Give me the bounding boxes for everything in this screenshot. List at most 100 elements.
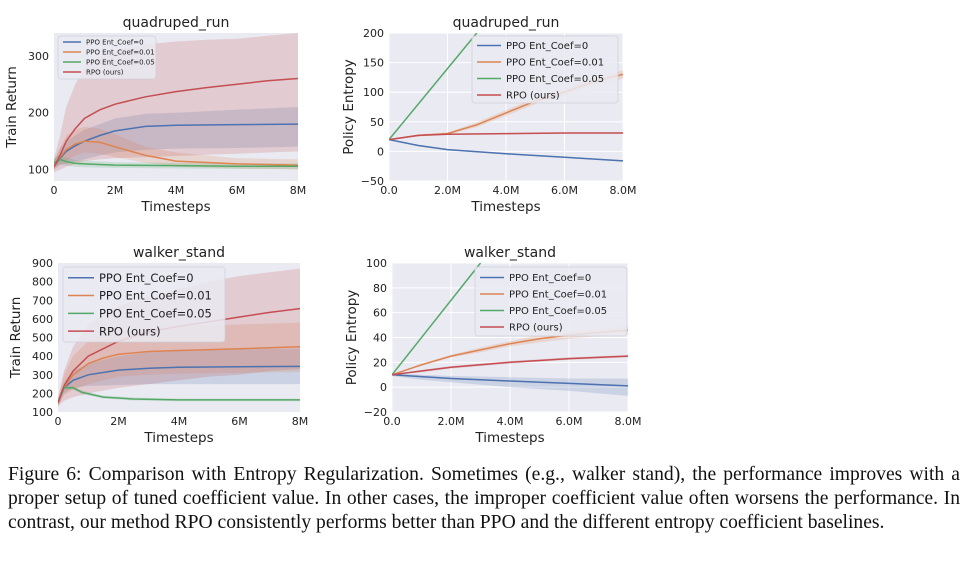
legend-label: PPO Ent_Coef=0.01	[86, 49, 155, 57]
chart-panel-2: 0.0 2.0M 4.0M 6.0M 8.0M −50 0 50 100 150 200 quadru…	[341, 15, 636, 215]
y-tick-label: 400	[32, 350, 53, 363]
series-line	[389, 33, 478, 141]
x-tick-label: 6.0M	[551, 184, 578, 197]
legend-label: PPO Ent_Coef=0.05	[99, 306, 212, 320]
x-tick-label: 0.0	[383, 415, 401, 428]
series-band	[54, 126, 298, 170]
y-tick-label: 200	[28, 107, 49, 120]
series-band	[58, 322, 300, 407]
x-tick-label: 4.0M	[493, 184, 520, 197]
series-line	[389, 138, 623, 162]
figure-caption: Figure 6: Comparison with Entropy Regula…	[8, 464, 960, 533]
chart-panel-1: 0 2M 4M 6M 8M 100 200 300 quadruped_run Timesteps…	[4, 15, 306, 215]
y-tick-label: −20	[364, 406, 387, 419]
y-axis-label: Train Return	[8, 297, 24, 379]
x-tick-label: 8M	[290, 184, 307, 197]
x-tick-label: 2.0M	[438, 415, 465, 428]
series-band	[58, 348, 300, 407]
legend: PPO Ent_Coef=0 PPO Ent_Coef=0.01 PPO Ent_C…	[474, 266, 628, 337]
x-tick-label: 2.0M	[434, 184, 461, 197]
x-tick-label: 8.0M	[615, 415, 642, 428]
y-axis-label: Policy Entropy	[341, 59, 357, 155]
x-tick-label: 8.0M	[610, 184, 637, 197]
y-tick-label: 800	[32, 276, 53, 289]
legend-box	[471, 35, 619, 104]
series-line	[54, 123, 298, 168]
y-tick-label: 700	[32, 294, 53, 307]
legend: PPO Ent_Coef=0 PPO Ent_Coef=0.01 PPO Ent_C…	[57, 35, 157, 80]
chart-title: quadruped_run	[453, 15, 560, 31]
series-band	[392, 326, 628, 375]
chart-panel-3: 0 2M 4M 6M 8M 100 200 300 400 500 600 700 800 900 walk…	[8, 245, 308, 446]
x-tick-label: 4.0M	[497, 415, 524, 428]
y-tick-label: 80	[373, 282, 387, 295]
legend: PPO Ent_Coef=0 PPO Ent_Coef=0.01 PPO Ent_C…	[471, 35, 619, 104]
legend-label: RPO (ours)	[509, 323, 563, 334]
y-tick-label: 300	[28, 50, 49, 63]
series-line	[392, 355, 628, 376]
x-tick-label: 0	[55, 415, 62, 428]
x-tick-label: 6.0M	[556, 415, 583, 428]
y-tick-label: 100	[363, 86, 384, 99]
legend-label: PPO Ent_Coef=0	[86, 39, 144, 47]
y-axis-label: Policy Entropy	[344, 290, 360, 386]
legend-label: PPO Ent_Coef=0	[506, 41, 588, 52]
y-tick-label: 200	[363, 27, 384, 40]
y-tick-label: 100	[366, 257, 387, 270]
x-axis-label: Timesteps	[474, 430, 544, 446]
x-axis-label: Timesteps	[140, 199, 210, 215]
x-tick-label: 2M	[110, 415, 127, 428]
series-line	[58, 387, 300, 403]
x-tick-label: 8M	[292, 415, 309, 428]
y-tick-label: 0	[377, 145, 384, 158]
series-line	[392, 374, 628, 387]
legend-label: PPO Ent_Coef=0	[99, 271, 194, 285]
chart-title: walker_stand	[133, 245, 225, 261]
y-tick-label: 0	[380, 381, 387, 394]
chart-panel-4: 0.0 2.0M 4.0M 6.0M 8.0M −20 0 20 40 60 80 100 walker…	[344, 245, 641, 446]
y-tick-label: 300	[32, 369, 53, 382]
legend-label: PPO Ent_Coef=0.05	[509, 306, 607, 317]
x-axis-label: Timesteps	[143, 430, 213, 446]
series-line	[392, 263, 482, 376]
legend-box	[474, 266, 628, 337]
y-axis-label: Train Return	[4, 66, 20, 148]
series-line	[389, 132, 623, 141]
x-axis-label: Timesteps	[470, 199, 540, 215]
y-tick-label: 40	[373, 332, 387, 345]
y-tick-label: 500	[32, 332, 53, 345]
chart-title: quadruped_run	[123, 15, 230, 31]
legend-label: RPO (ours)	[99, 324, 161, 338]
legend-label: PPO Ent_Coef=0.05	[506, 74, 604, 85]
y-tick-label: 100	[32, 406, 53, 419]
x-tick-label: 6M	[231, 415, 248, 428]
y-tick-label: −50	[361, 175, 384, 188]
y-tick-label: 900	[32, 257, 53, 270]
y-tick-label: 50	[370, 116, 384, 129]
legend-label: PPO Ent_Coef=0.01	[509, 290, 607, 301]
x-tick-label: 4M	[171, 415, 188, 428]
y-tick-label: 200	[32, 387, 53, 400]
y-tick-label: 600	[32, 313, 53, 326]
y-tick-label: 60	[373, 307, 387, 320]
series-line	[58, 365, 300, 403]
y-tick-label: 20	[373, 356, 387, 369]
legend-label: PPO Ent_Coef=0.05	[86, 59, 155, 67]
x-tick-label: 0	[51, 184, 58, 197]
legend-label: RPO (ours)	[506, 91, 560, 102]
series-line	[58, 346, 300, 403]
series-line	[54, 140, 298, 168]
legend-label: RPO (ours)	[86, 69, 124, 77]
legend: PPO Ent_Coef=0 PPO Ent_Coef=0.01 PPO Ent_C…	[62, 266, 226, 343]
x-tick-label: 6M	[229, 184, 246, 197]
series-line	[54, 77, 298, 168]
x-tick-label: 4M	[168, 184, 185, 197]
chart-title: walker_stand	[464, 245, 556, 261]
legend-box	[57, 35, 157, 80]
series-line	[54, 158, 298, 167]
legend-label: PPO Ent_Coef=0.01	[99, 289, 212, 303]
y-tick-label: 150	[363, 57, 384, 70]
legend-box	[62, 266, 226, 343]
y-tick-label: 100	[28, 164, 49, 177]
series-band	[54, 107, 298, 170]
